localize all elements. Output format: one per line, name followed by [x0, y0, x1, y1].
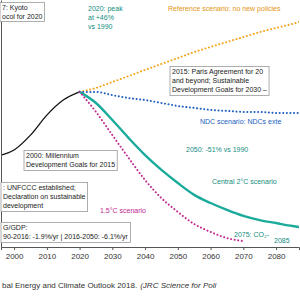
annotation: Reference scenario: no new policies — [168, 5, 281, 13]
x-tick-label: 2050 — [169, 252, 187, 261]
annotation: : UNFCCC established; Declaration on sust… — [1, 183, 88, 212]
x-tick-label: 2040 — [137, 252, 155, 261]
annotation-box — [170, 67, 269, 96]
annotation-text: vs 1990 — [88, 23, 113, 30]
x-tick-mark — [211, 247, 212, 250]
x-tick-label: 2010 — [38, 252, 56, 261]
annotation-box — [1, 223, 130, 243]
x-tick-mark — [276, 247, 277, 250]
annotation: NDC scenario: NDCs exte — [200, 118, 281, 125]
annotation-text: 1.5°C scenario — [100, 207, 146, 214]
annotation-text: Development Goals for 2015 — [26, 161, 115, 169]
x-axis: 2000 2010 2020 2030 2040 2050 2060 2070 2080 — [2, 247, 300, 261]
x-tick: 2020 — [71, 247, 89, 261]
annotation-box — [24, 151, 117, 171]
annotation: 2020: peakat +46% vs 1990 — [88, 5, 123, 30]
annotation-text: ocol for 2020 — [2, 13, 43, 20]
annotation-text: 2050: -51% vs 1990 — [186, 146, 248, 153]
x-tick-mark — [145, 247, 146, 250]
annotation-text: 2015: Paris Agreement for 20 — [172, 68, 263, 76]
x-tick: 2060 — [202, 247, 220, 261]
x-tick-mark — [47, 247, 48, 250]
annotation-text: G/GDP: — [3, 224, 28, 231]
annotation-text: 2075: CO₂- — [234, 231, 270, 238]
annotation: 2075: CO₂- — [234, 231, 270, 238]
annotation-text: Declaration on sustainable — [3, 193, 86, 200]
x-tick: 2080 — [268, 247, 286, 261]
x-axis-line — [2, 248, 300, 251]
annotation: 7: Kyotoocol for 2020 — [0, 3, 45, 22]
caption-part: bal Energy and Climate Outlook 2018. — [2, 281, 137, 290]
annotation-text: Development Goals for 2030 – — [172, 86, 267, 94]
plot-lines — [1, 22, 299, 241]
x-tick-label: 2020 — [71, 252, 89, 261]
x-tick: 2070 — [235, 247, 253, 261]
annotation: 2000: Millennium Development Goals for 20… — [24, 151, 117, 171]
x-tick-mark — [80, 247, 81, 250]
series-line — [1, 92, 80, 155]
caption: bal Energy and Climate Outlook 2018.(JRC… — [2, 281, 216, 290]
annotation-text: development — [3, 202, 43, 210]
x-tick-label: 2000 — [6, 252, 24, 261]
annotation-box — [1, 183, 88, 212]
x-tick: 2000 — [6, 247, 24, 261]
x-tick-mark — [243, 247, 244, 250]
annotation: 2050: -51% vs 1990 — [186, 146, 248, 153]
annotation: G/GDP: 90-2016: -1.9%/yr | 2016-2050: -6.… — [1, 223, 130, 243]
chart: 2000 2010 2020 2030 2040 2050 2060 2070 2080 7: K… — [0, 0, 300, 300]
annotation-box — [0, 3, 45, 22]
annotation: 2015: Paris Agreement for 20and beyond; … — [170, 67, 269, 96]
annotations: 7: Kyotoocol for 2020 2020: peakat +46% vs… — [0, 3, 290, 245]
x-tick-mark — [178, 247, 179, 250]
annotation-text: Reference scenario: no new policies — [168, 5, 281, 13]
annotation: 1.5°C scenario — [100, 207, 146, 214]
x-tick-label: 2030 — [104, 252, 122, 261]
x-tick-mark — [112, 247, 113, 250]
annotation-text: 2000: Millennium — [26, 152, 79, 159]
annotation-text: : UNFCCC established; — [3, 184, 76, 191]
annotation-text: 7: Kyoto — [2, 4, 28, 12]
x-tick-label: 2070 — [235, 252, 253, 261]
annotation: Central 2°C scenario — [212, 178, 277, 185]
x-tick: 2030 — [104, 247, 122, 261]
x-tick: 2050 — [169, 247, 187, 261]
annotation-text: 2085 — [274, 237, 290, 244]
annotation-text: at +46% — [88, 14, 114, 21]
annotation-text: NDC scenario: NDCs exte — [200, 118, 281, 125]
annotation-text: Central 2°C scenario — [212, 178, 277, 185]
x-tick-label: 2060 — [202, 252, 220, 261]
caption-part: (JRC Science for Poli — [140, 281, 216, 290]
x-tick-label: 2080 — [268, 252, 286, 261]
x-tick: 2040 — [137, 247, 155, 261]
annotation-text: 90-2016: -1.9%/yr | 2016-2050: -6.1%/yr — [3, 233, 128, 241]
annotation-text: 2020: peak — [88, 5, 123, 13]
x-tick-mark — [14, 247, 15, 250]
annotation-text: and beyond; Sustainable — [172, 77, 249, 85]
annotation: 2085 — [274, 237, 290, 244]
x-tick: 2010 — [38, 247, 56, 261]
